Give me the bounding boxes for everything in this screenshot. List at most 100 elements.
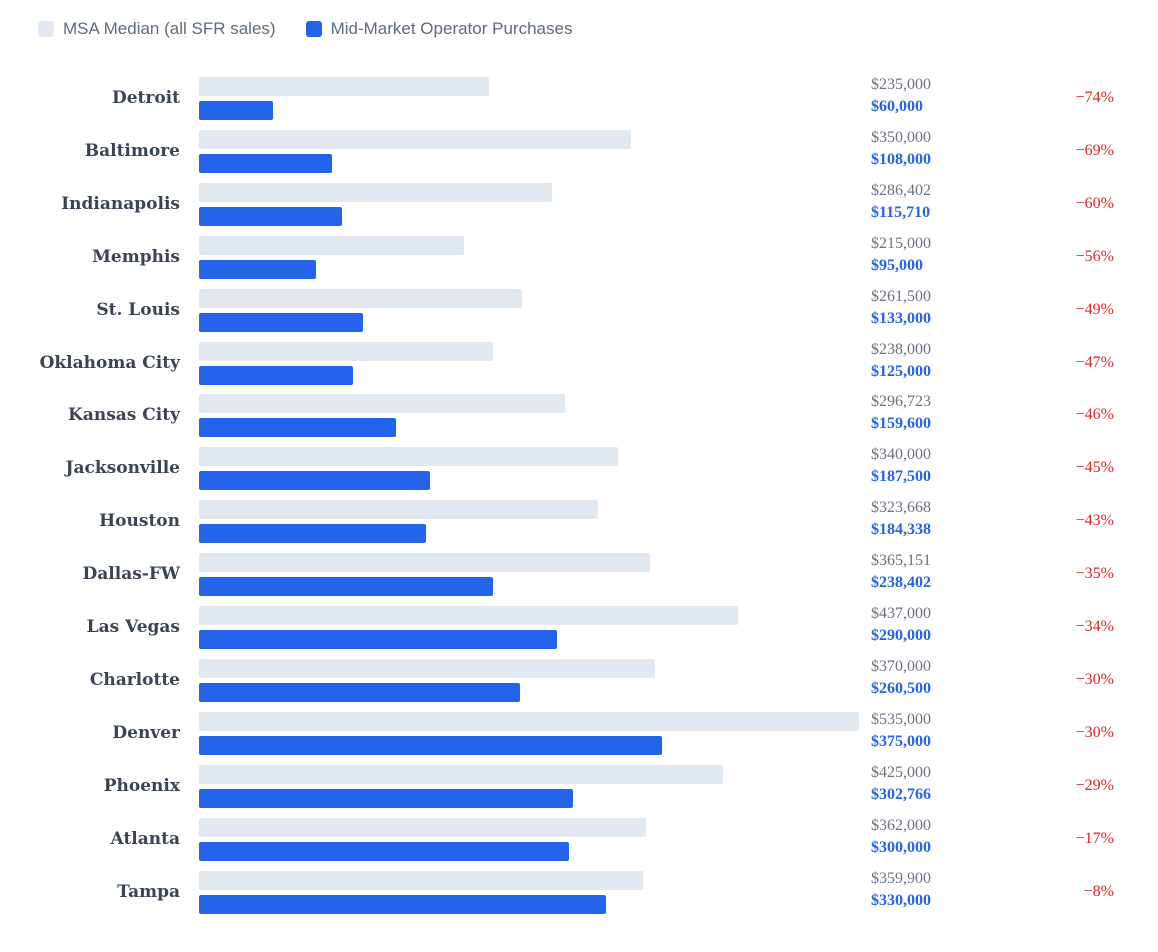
bar-operator-st-louis <box>199 312 364 332</box>
chart-row-oklahoma-city: Oklahoma City $238,000 $125,000 −47% <box>0 340 1158 395</box>
value-label-msa-baltimore: $350,000 <box>871 128 931 146</box>
category-label-jacksonville: Jacksonville <box>65 458 180 479</box>
value-label-operator-atlanta: $300,000 <box>871 838 931 856</box>
bar-msa-baltimore <box>199 129 631 149</box>
bar-operator-kansas-city <box>199 418 396 438</box>
bar-msa-jacksonville <box>199 447 619 467</box>
category-label-las-vegas: Las Vegas <box>86 617 180 637</box>
value-label-msa-detroit: $235,000 <box>871 76 931 93</box>
value-label-operator-charlotte: $260,500 <box>871 679 931 697</box>
bar-operator-houston <box>199 524 427 544</box>
discount-label-phoenix: −29% <box>1075 776 1114 794</box>
discount-label-detroit: −74% <box>1075 89 1114 106</box>
discount-label-jacksonville: −45% <box>1075 459 1114 477</box>
bar-msa-denver <box>199 711 859 731</box>
bar-operator-atlanta <box>199 841 570 861</box>
discount-label-memphis: −56% <box>1075 247 1114 265</box>
discount-label-las-vegas: −34% <box>1075 618 1114 635</box>
bar-msa-las-vegas <box>199 606 739 625</box>
value-label-operator-indianapolis: $115,710 <box>871 203 931 221</box>
value-label-msa-jacksonville: $340,000 <box>871 446 931 464</box>
bar-operator-baltimore <box>199 153 333 173</box>
bar-operator-jacksonville <box>199 471 431 491</box>
legend-label-msa: MSA Median (all SFR sales) <box>63 19 276 38</box>
discount-label-dallas-fw: −35% <box>1075 565 1114 583</box>
discount-label-baltimore: −69% <box>1075 141 1114 159</box>
chart-row-atlanta: Atlanta $362,000 $300,000 −17% <box>0 816 1158 871</box>
value-label-msa-tampa: $359,900 <box>871 869 931 887</box>
discount-label-st-louis: −49% <box>1075 300 1114 318</box>
chart-row-denver: Denver $535,000 $375,000 −30% <box>0 710 1158 765</box>
category-label-memphis: Memphis <box>92 246 180 267</box>
chart-row-houston: Houston $323,668 $184,338 −43% <box>0 499 1158 553</box>
category-label-houston: Houston <box>99 511 180 532</box>
chart-row-indianapolis: Indianapolis $286,402 $115,710 −60% <box>0 181 1158 236</box>
value-label-msa-phoenix: $425,000 <box>871 763 931 781</box>
category-label-denver: Denver <box>112 722 180 743</box>
bar-msa-charlotte <box>199 658 656 678</box>
value-label-operator-dallas-fw: $238,402 <box>871 574 931 592</box>
chart-row-phoenix: Phoenix $425,000 $302,766 −29% <box>0 763 1158 818</box>
category-label-dallas-fw: Dallas-FW <box>82 564 180 585</box>
bar-msa-dallas-fw <box>199 553 650 573</box>
value-label-msa-denver: $535,000 <box>871 710 931 728</box>
category-label-baltimore: Baltimore <box>84 140 180 161</box>
discount-label-kansas-city: −46% <box>1075 406 1114 424</box>
chart-row-baltimore: Baltimore $350,000 $108,000 −69% <box>0 128 1158 183</box>
bar-operator-las-vegas <box>199 630 557 649</box>
value-label-operator-st-louis: $133,000 <box>871 309 931 327</box>
value-label-operator-houston: $184,338 <box>871 521 931 539</box>
bar-msa-st-louis <box>199 288 522 308</box>
bar-msa-memphis <box>199 235 465 255</box>
bar-operator-oklahoma-city <box>199 365 354 385</box>
chart-row-st-louis: St. Louis $261,500 $133,000 −49% <box>0 288 1158 342</box>
value-label-operator-baltimore: $108,000 <box>871 150 931 168</box>
category-label-st-louis: St. Louis <box>96 299 180 320</box>
bar-msa-houston <box>199 500 599 520</box>
category-label-tampa: Tampa <box>117 881 180 902</box>
bar-operator-dallas-fw <box>199 577 494 597</box>
value-label-operator-tampa: $330,000 <box>871 891 931 909</box>
chart-row-detroit: Detroit $235,000 $60,000 −74% <box>0 76 1158 130</box>
value-label-msa-atlanta: $362,000 <box>871 816 931 834</box>
bar-operator-indianapolis <box>199 206 342 226</box>
value-label-msa-charlotte: $370,000 <box>871 657 931 675</box>
value-label-msa-houston: $323,668 <box>871 499 931 517</box>
category-label-indianapolis: Indianapolis <box>61 193 180 214</box>
value-label-msa-memphis: $215,000 <box>871 234 931 252</box>
category-label-kansas-city: Kansas City <box>68 405 180 426</box>
chart-row-charlotte: Charlotte $370,000 $260,500 −30% <box>0 657 1158 712</box>
value-label-operator-las-vegas: $290,000 <box>871 627 931 644</box>
value-label-operator-phoenix: $302,766 <box>871 785 931 803</box>
legend-item-operator[interactable]: Mid-Market Operator Purchases <box>305 19 572 39</box>
bar-operator-denver <box>199 735 662 755</box>
discount-label-denver: −30% <box>1075 723 1114 741</box>
value-label-operator-oklahoma-city: $125,000 <box>871 362 931 380</box>
bar-msa-indianapolis <box>199 182 553 202</box>
value-label-msa-las-vegas: $437,000 <box>871 605 931 622</box>
chart-legend: MSA Median (all SFR sales) Mid-Market Op… <box>38 17 602 41</box>
legend-swatch-operator <box>305 21 322 37</box>
value-label-operator-detroit: $60,000 <box>871 98 923 115</box>
bar-msa-atlanta <box>199 817 646 837</box>
bar-msa-detroit <box>199 77 489 96</box>
legend-item-msa[interactable]: MSA Median (all SFR sales) <box>38 19 276 39</box>
chart-row-las-vegas: Las Vegas $437,000 $290,000 −34% <box>0 605 1158 659</box>
chart-row-dallas-fw: Dallas-FW $365,151 $238,402 −35% <box>0 552 1158 606</box>
bar-msa-oklahoma-city <box>199 341 493 361</box>
value-label-msa-indianapolis: $286,402 <box>871 181 931 199</box>
discount-label-oklahoma-city: −47% <box>1075 353 1114 371</box>
category-label-phoenix: Phoenix <box>103 775 180 796</box>
value-label-msa-kansas-city: $296,723 <box>871 393 931 411</box>
value-label-operator-denver: $375,000 <box>871 732 931 750</box>
legend-swatch-msa <box>38 21 54 37</box>
bar-msa-tampa <box>199 870 643 890</box>
bar-msa-kansas-city <box>199 394 566 414</box>
value-label-msa-oklahoma-city: $238,000 <box>871 340 931 358</box>
bar-operator-phoenix <box>199 788 573 808</box>
value-label-operator-kansas-city: $159,600 <box>871 415 931 433</box>
discount-label-indianapolis: −60% <box>1075 194 1114 212</box>
category-label-charlotte: Charlotte <box>89 669 180 690</box>
chart-row-tampa: Tampa $359,900 $330,000 −8% <box>0 869 1158 924</box>
